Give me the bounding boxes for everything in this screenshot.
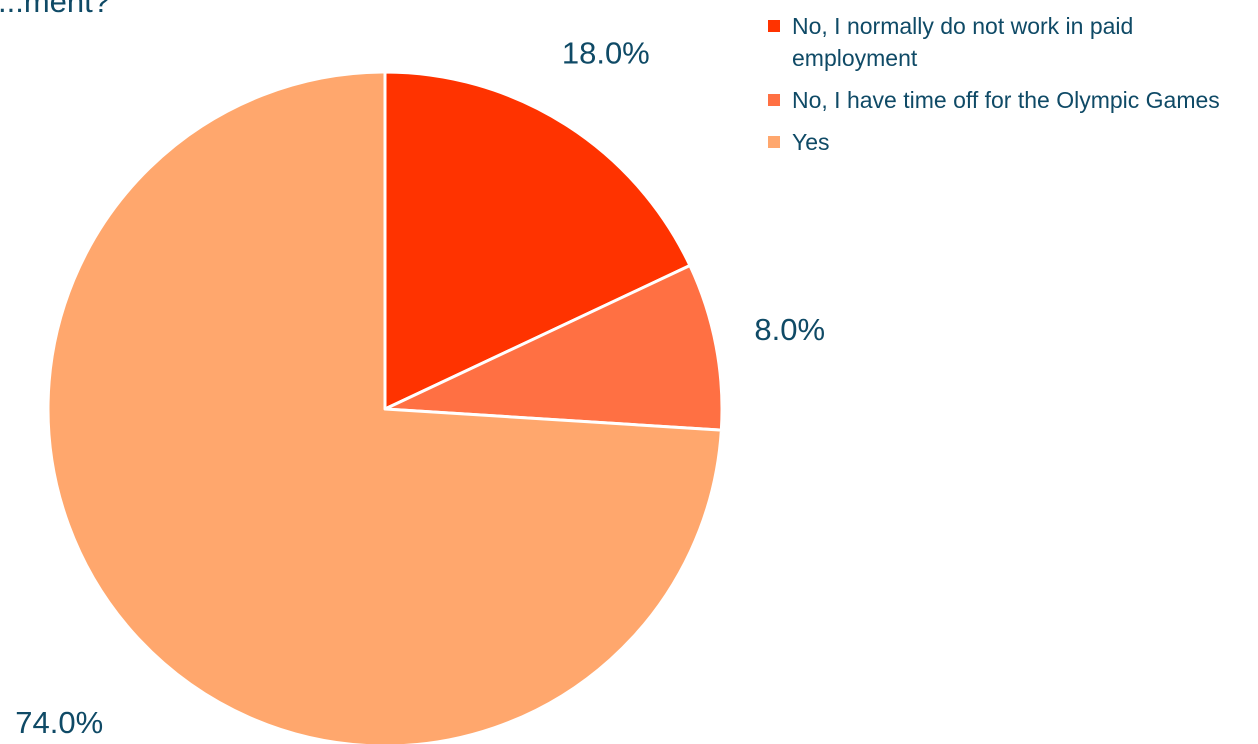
pie-slice-not-employed xyxy=(383,70,692,411)
legend-item-not-employed: No, I normally do not work in paid emplo… xyxy=(766,10,1258,74)
pie-slice-yes xyxy=(46,70,723,744)
legend-item-time-off: No, I have time off for the Olympic Game… xyxy=(766,84,1258,116)
legend-label-yes: Yes xyxy=(792,129,830,155)
legend-swatch-not-employed xyxy=(768,20,780,32)
legend-swatch-time-off xyxy=(768,94,780,106)
chart-title: ...ment? xyxy=(0,0,110,19)
pie-slice-time-off xyxy=(383,264,724,432)
legend-label-time-off: No, I have time off for the Olympic Game… xyxy=(792,87,1220,113)
slice-label-yes: 74.0% xyxy=(15,705,103,740)
slice-label-not-employed: 18.0% xyxy=(562,35,650,70)
legend-swatch-yes xyxy=(768,136,780,148)
legend-label-not-employed: No, I normally do not work in paid emplo… xyxy=(792,13,1134,71)
legend-item-yes: Yes xyxy=(766,126,1258,158)
slice-label-time-off: 8.0% xyxy=(754,312,825,347)
chart-legend: No, I normally do not work in paid emplo… xyxy=(766,10,1258,168)
